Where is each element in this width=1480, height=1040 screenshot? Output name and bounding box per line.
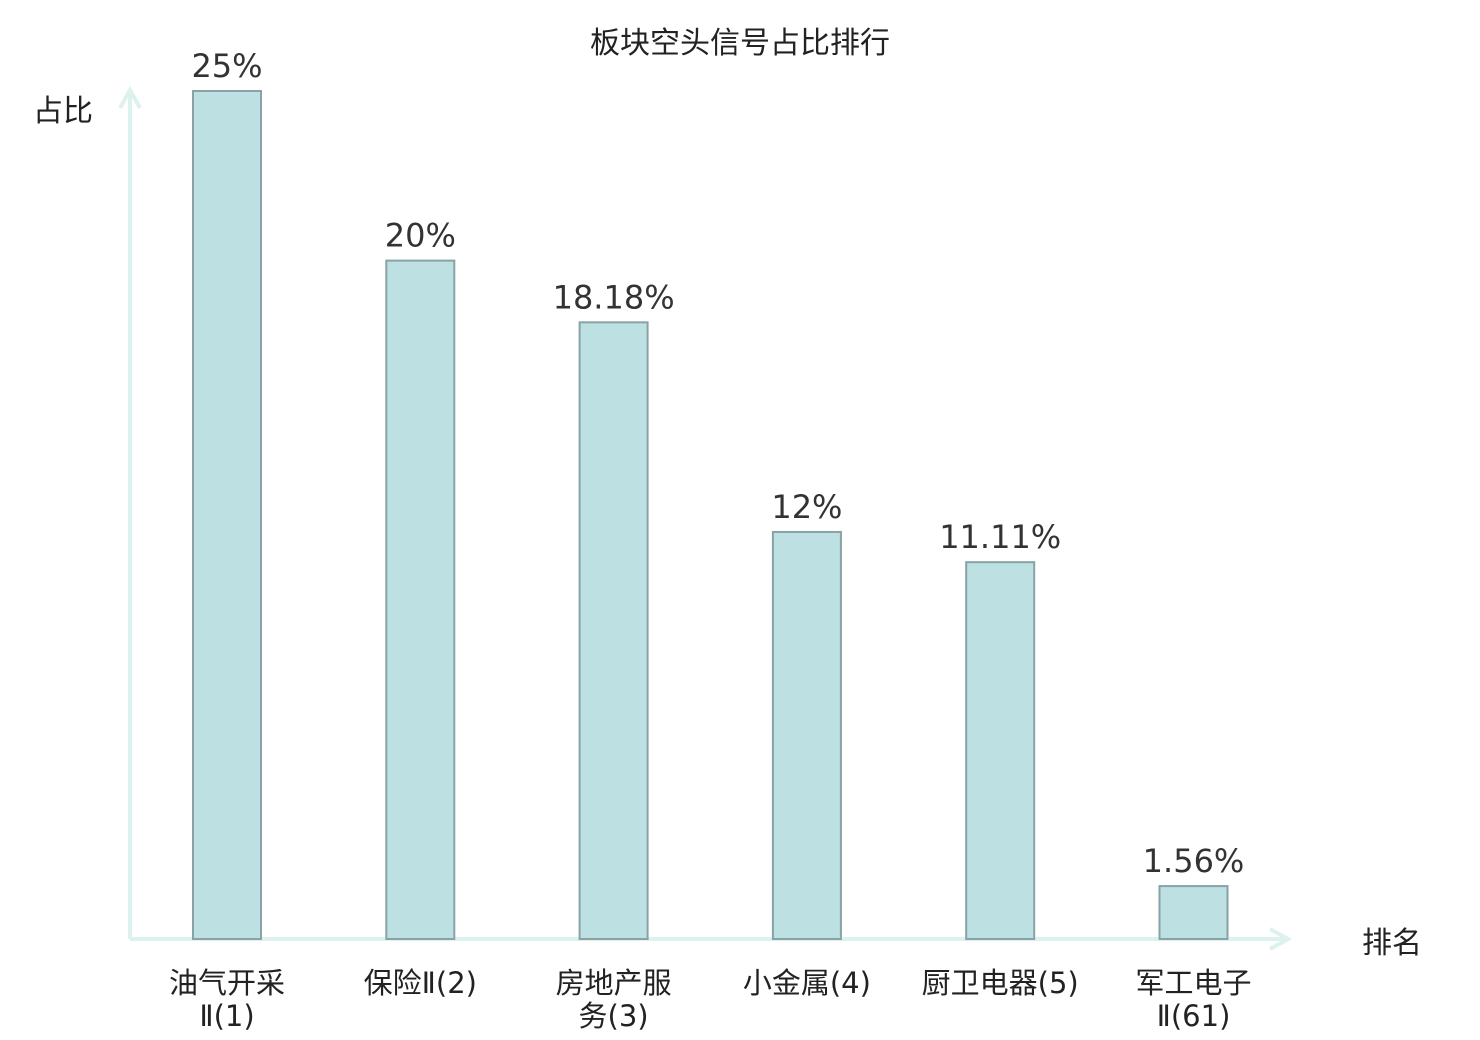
value-labels: 25% 20% 18.18% 12% 11.11% 1.56% bbox=[191, 47, 1244, 880]
y-axis-arrow bbox=[118, 85, 142, 109]
bar bbox=[771, 530, 842, 941]
category-label-line: Ⅱ(1) bbox=[199, 999, 254, 1033]
axes bbox=[118, 85, 1293, 951]
category-label: 厨卫电器(5) bbox=[922, 966, 1079, 1000]
y-axis-label: 占比 bbox=[33, 94, 93, 129]
bar-value-label: 18.18% bbox=[553, 278, 675, 316]
bar-value-label: 1.56% bbox=[1143, 842, 1245, 880]
bar-value-label: 11.11% bbox=[939, 518, 1061, 556]
category-labels: 油气开采 Ⅱ(1)保险Ⅱ(2) 房地产服务(3)小金属(4) 厨卫电器(5) 军工电子 Ⅱ… bbox=[169, 966, 1252, 1033]
bar bbox=[385, 259, 456, 941]
category-label: 保险Ⅱ(2) bbox=[364, 966, 477, 1000]
category-label: 油气开采 Ⅱ(1) bbox=[169, 966, 285, 1033]
category-label-line: 务(3) bbox=[579, 999, 649, 1033]
category-label-line: 房地产服 bbox=[556, 966, 672, 1000]
category-label-line: 油气开采 bbox=[169, 966, 285, 1000]
x-axis-label: 排名 bbox=[1362, 926, 1422, 961]
category-label-line: 保险Ⅱ(2) bbox=[364, 966, 477, 1000]
x-axis-arrow bbox=[1269, 927, 1293, 951]
category-label-line: 军工电子 bbox=[1135, 966, 1251, 1000]
category-label-line: 小金属(4) bbox=[743, 966, 871, 1000]
bar bbox=[578, 321, 649, 940]
category-label: 房地产服务(3) bbox=[556, 966, 672, 1033]
bar bbox=[192, 90, 262, 940]
bars bbox=[192, 90, 1229, 941]
category-label: 小金属(4) bbox=[743, 966, 871, 1000]
bar-value-label: 20% bbox=[385, 217, 456, 255]
bar bbox=[1158, 885, 1229, 940]
bar-value-label: 12% bbox=[771, 488, 842, 526]
chart-title: 板块空头信号占比排行 bbox=[590, 26, 890, 61]
category-label-line: Ⅱ(61) bbox=[1157, 999, 1231, 1033]
bar bbox=[965, 561, 1036, 940]
bar-value-label: 25% bbox=[191, 47, 262, 85]
category-label: 军工电子 Ⅱ(61) bbox=[1135, 966, 1251, 1033]
category-label-line: 厨卫电器(5) bbox=[922, 966, 1079, 1000]
